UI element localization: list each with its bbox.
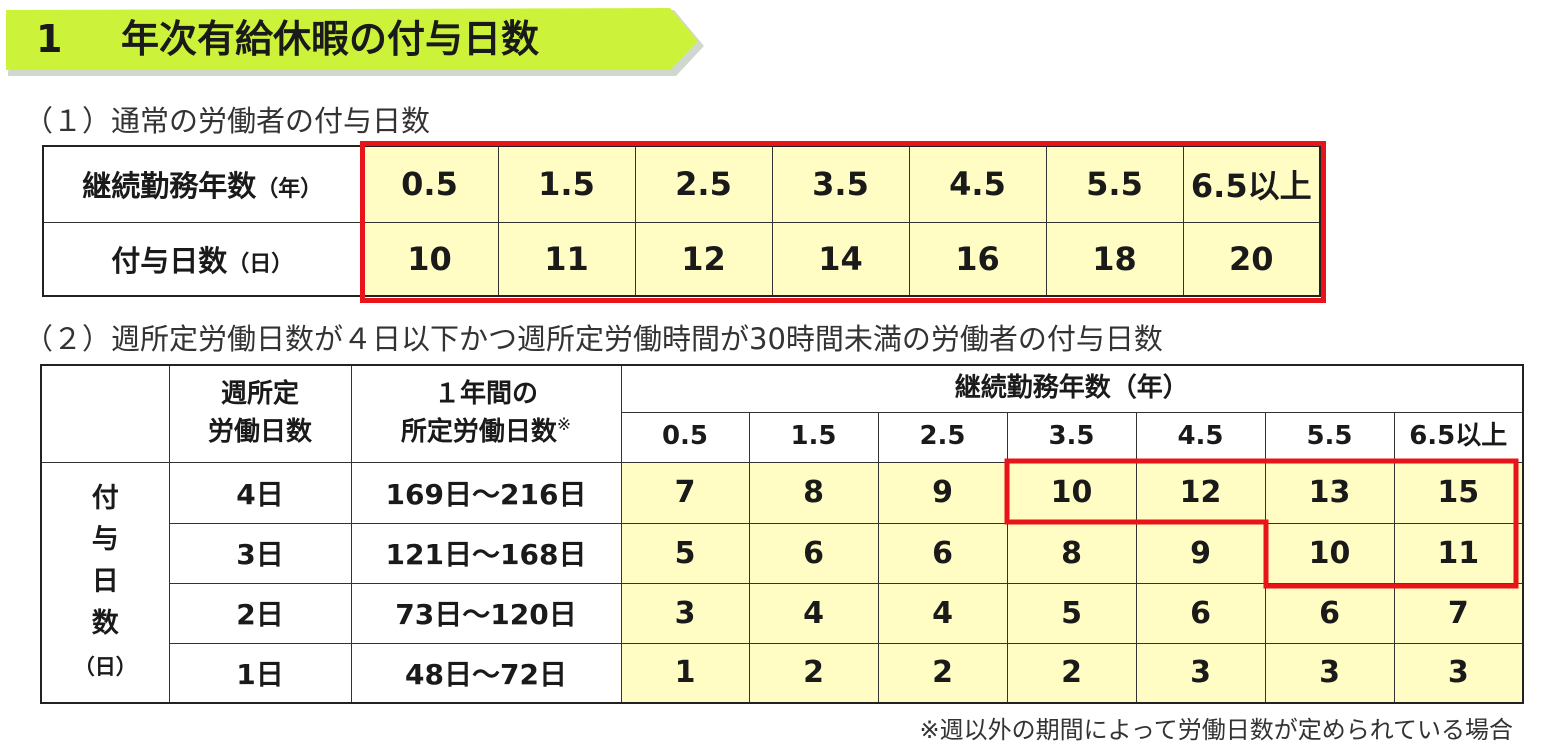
value-cell: 3 xyxy=(1264,642,1395,704)
years-group-header: 継続勤務年数（年） xyxy=(620,364,1524,413)
banner-title: 1 年次有給休暇の付与日数 xyxy=(36,8,539,70)
weekly-days-cell: 2日 xyxy=(168,582,352,644)
value-cell: 3 xyxy=(620,582,750,644)
banner-arrow-shape xyxy=(6,8,704,76)
weekly-days-cell: 4日 xyxy=(168,461,352,524)
side-label-char: 付 xyxy=(91,482,119,514)
value-cell: 15 xyxy=(1393,461,1524,524)
weekly-days-cell: 3日 xyxy=(168,522,352,584)
value-cell: 12 xyxy=(1135,461,1266,524)
year-header-cell: 5.5 xyxy=(1264,411,1395,463)
side-label-char: 与 xyxy=(91,524,119,556)
weekly-days-header: 週所定 労働日数 xyxy=(168,364,352,463)
value-cell: 3 xyxy=(1393,642,1524,704)
row-label-days-unit: （日） xyxy=(227,251,294,277)
annual-days-header-line1: １年間の xyxy=(433,378,538,409)
value-cell: 1 xyxy=(620,642,750,704)
value-cell: 6 xyxy=(1264,582,1395,644)
year-cell: 1.5 xyxy=(497,145,636,223)
footnote: ※週以外の期間によって労働日数が定められている場合 xyxy=(919,716,1513,744)
row-label-days-text: 付与日数 xyxy=(111,243,228,278)
days-cell: 11 xyxy=(497,221,636,297)
weekly-days-cell: 1日 xyxy=(168,642,352,704)
corner-header-empty xyxy=(40,364,170,463)
value-cell: 10 xyxy=(1006,461,1137,524)
year-cell: 5.5 xyxy=(1045,145,1184,223)
value-cell: 11 xyxy=(1393,522,1524,584)
row-label-days: 付与日数（日） xyxy=(42,221,362,297)
value-cell: 10 xyxy=(1264,522,1395,584)
value-cell: 7 xyxy=(1393,582,1524,644)
weekly-days-header-line2: 労働日数 xyxy=(207,416,312,447)
value-cell: 6 xyxy=(877,522,1008,584)
banner-title-text: 年次有給休暇の付与日数 xyxy=(121,17,540,61)
weekly-days-header-line1: 週所定 xyxy=(220,379,299,410)
value-cell: 2 xyxy=(748,642,879,704)
days-cell: 12 xyxy=(634,221,773,297)
section-banner: 1 年次有給休暇の付与日数 xyxy=(6,8,704,76)
value-cell: 9 xyxy=(1135,522,1266,584)
annual-days-header: １年間の所定労働日数※ xyxy=(350,364,622,463)
annual-days-header-line2: 所定労働日数 xyxy=(400,417,557,448)
value-cell: 4 xyxy=(877,582,1008,644)
value-cell: 5 xyxy=(620,522,750,584)
value-cell: 2 xyxy=(877,642,1008,704)
year-cell: 6.5以上 xyxy=(1182,145,1321,223)
side-label-char: 日 xyxy=(91,566,119,598)
part-time-worker-table: 週所定労働日数 １年間の所定労働日数※ 継続勤務年数（年） 0.5 1.5 2.… xyxy=(40,364,1524,704)
annual-days-cell: 169日～216日 xyxy=(350,461,622,524)
year-header-cell: 6.5以上 xyxy=(1393,411,1524,463)
year-header-cell: 4.5 xyxy=(1135,411,1266,463)
days-cell: 14 xyxy=(771,221,910,297)
section2-heading: （２）週所定労働日数が４日以下かつ週所定労働時間が30時間未満の労働者の付与日数 xyxy=(24,322,1163,356)
days-cell: 16 xyxy=(908,221,1047,297)
row-label-years-text: 継続勤務年数 xyxy=(82,169,257,204)
annual-note-mark: ※ xyxy=(556,415,572,436)
year-cell: 4.5 xyxy=(908,145,1047,223)
days-cell: 18 xyxy=(1045,221,1184,297)
days-cell: 10 xyxy=(360,221,499,297)
annual-days-cell: 48日～72日 xyxy=(350,642,622,704)
side-label-unit: （日） xyxy=(73,655,137,680)
value-cell: 9 xyxy=(877,461,1008,524)
value-cell: 5 xyxy=(1006,582,1137,644)
annual-days-cell: 121日～168日 xyxy=(350,522,622,584)
year-cell: 0.5 xyxy=(360,145,499,223)
section1-heading: （１）通常の労働者の付与日数 xyxy=(24,104,431,138)
year-cell: 2.5 xyxy=(634,145,773,223)
regular-worker-table: 継続勤務年数（年） 0.5 1.5 2.5 3.5 4.5 5.5 6.5以上 … xyxy=(42,145,1321,297)
value-cell: 7 xyxy=(620,461,750,524)
value-cell: 2 xyxy=(1006,642,1137,704)
value-cell: 3 xyxy=(1135,642,1266,704)
value-cell: 6 xyxy=(748,522,879,584)
value-cell: 6 xyxy=(1135,582,1266,644)
year-cell: 3.5 xyxy=(771,145,910,223)
value-cell: 8 xyxy=(1006,522,1137,584)
days-cell: 20 xyxy=(1182,221,1321,297)
row-label-years-unit: （年） xyxy=(256,177,323,203)
year-header-cell: 2.5 xyxy=(877,411,1008,463)
annual-days-cell: 73日～120日 xyxy=(350,582,622,644)
value-cell: 8 xyxy=(748,461,879,524)
value-cell: 4 xyxy=(748,582,879,644)
side-label-char: 数 xyxy=(91,608,119,640)
granted-days-side-label: 付 与 日 数 （日） xyxy=(40,461,170,704)
year-header-cell: 3.5 xyxy=(1006,411,1137,463)
row-label-years: 継続勤務年数（年） xyxy=(42,145,362,223)
year-header-cell: 1.5 xyxy=(748,411,879,463)
value-cell: 13 xyxy=(1264,461,1395,524)
year-header-cell: 0.5 xyxy=(620,411,750,463)
banner-number: 1 xyxy=(36,17,63,61)
